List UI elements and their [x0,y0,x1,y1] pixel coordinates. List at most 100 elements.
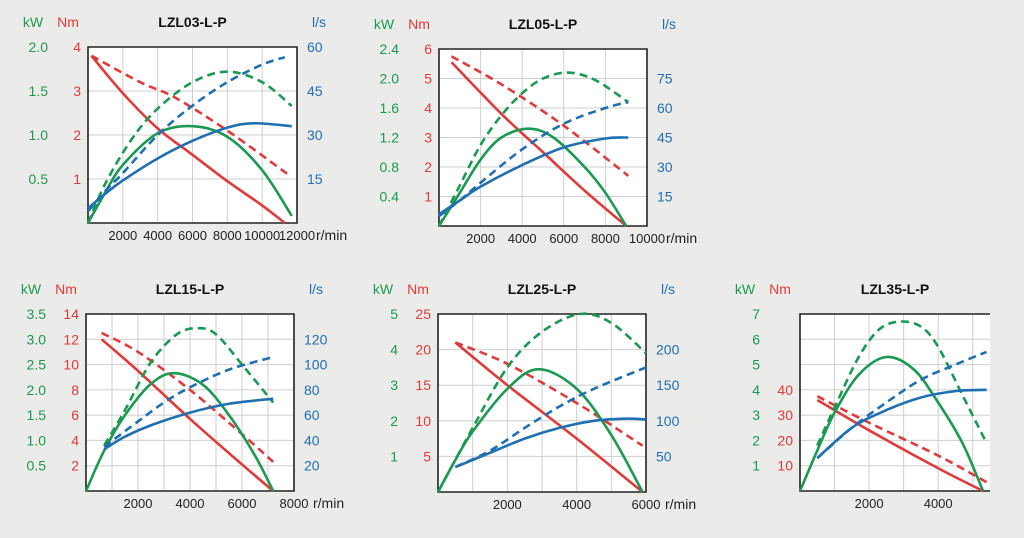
chart-title: LZL35-L-P [861,281,929,297]
tick-label-kw: 1 [390,448,398,464]
tick-label-kw: 6 [752,331,760,347]
tick-label-kw: 1.5 [27,407,47,423]
tick-label-ls: 120 [304,331,328,347]
series-nm-solid [450,61,628,227]
tick-label-ls: 60 [304,407,320,423]
axis-label-kw: kW [735,281,756,297]
tick-label-nm: 10 [777,458,793,474]
x-unit-label: r/min [666,230,697,246]
tick-label-nm: 1 [73,171,81,187]
tick-label-x: 2000 [124,496,153,511]
axis-label-kw: kW [373,281,394,297]
tick-label-x: 6000 [549,231,578,246]
series-nm-dashed [816,395,988,484]
plot-frame [437,313,647,493]
chart-title: LZL15-L-P [156,281,224,297]
tick-label-x: 4000 [924,496,953,511]
series-ls-solid [87,121,292,210]
tick-label-kw: 3 [752,407,760,423]
axis-label-ls: l/s [309,281,323,297]
tick-label-nm: 12 [63,331,79,347]
series-nm-dashed [100,331,275,463]
tick-label-ls: 45 [307,83,323,99]
tick-label-x: 12000 [279,228,315,243]
tick-label-kw: 2.0 [27,382,47,398]
tick-label-nm: 5 [423,448,431,464]
tick-label-x: 8000 [591,231,620,246]
tick-label-ls: 15 [307,171,323,187]
tick-label-nm: 1 [424,189,432,205]
series-kw-solid [84,371,275,492]
tick-label-ls: 45 [657,130,673,146]
tick-label-x: 2000 [855,496,884,511]
series-nm-solid [816,398,984,493]
series-nm-dashed [450,55,630,177]
tick-label-kw: 3.5 [27,306,47,322]
tick-label-nm: 2 [71,458,79,474]
tick-label-kw: 4 [752,382,760,398]
tick-label-x: 6000 [632,497,661,512]
tick-label-kw: 3.0 [27,331,47,347]
chart-lzl35-l-p: kW Nm LZL35-L-P 1 2 3 4 5 6 7 10 20 30 40 2000 4000 [735,281,990,511]
tick-label-ls: 15 [657,189,673,205]
tick-label-nm: 15 [415,377,431,393]
tick-label-x: 4000 [176,496,205,511]
tick-label-ls: 100 [304,357,328,373]
tick-label-x: 2000 [493,497,522,512]
tick-label-ls: 80 [304,382,320,398]
tick-label-nm: 20 [415,342,431,358]
tick-label-nm: 4 [73,39,81,55]
series-nm-solid [100,338,275,492]
axis-label-ls: l/s [662,16,676,32]
series-nm-dashed [90,54,290,176]
plot-frame [799,313,990,492]
series-nm-solid [90,54,286,225]
tick-label-kw: 0.5 [27,458,47,474]
axis-label-nm: Nm [408,16,430,32]
series-kw-solid [798,355,985,492]
tick-label-kw: 0.5 [29,171,49,187]
x-unit-label: r/min [665,496,696,512]
tick-label-x: 6000 [228,496,257,511]
tick-label-kw: 3 [390,377,398,393]
tick-label-nm: 8 [71,382,79,398]
tick-label-x: 4000 [508,231,537,246]
tick-label-nm: 25 [415,306,431,322]
axis-label-ls: l/s [312,14,326,30]
tick-label-ls: 50 [656,448,672,464]
tick-label-nm: 4 [424,100,432,116]
tick-label-nm: 3 [73,83,81,99]
tick-label-kw: 7 [752,306,760,322]
series-ls-solid [103,397,274,451]
x-unit-label: r/min [313,495,344,511]
tick-label-x: 10000 [629,231,665,246]
series-kw-dashed [436,312,647,493]
tick-label-ls: 200 [656,342,680,358]
tick-label-kw: 2 [752,432,760,448]
tick-label-kw: 5 [752,357,760,373]
tick-label-kw: 0.8 [380,159,400,175]
tick-label-kw: 1.2 [380,130,400,146]
tick-label-ls: 75 [657,71,673,87]
axis-label-nm: Nm [769,281,791,297]
tick-label-kw: 1.5 [29,83,49,99]
chart-title: LZL05-L-P [509,16,577,32]
series-kw-dashed [437,71,630,227]
plot-area [800,314,990,491]
tick-label-nm: 4 [71,432,79,448]
series-kw-dashed [816,320,988,447]
tick-label-ls: 100 [656,413,680,429]
axis-label-kw: kW [23,14,44,30]
tick-label-x: 4000 [143,228,172,243]
tick-label-kw: 2 [390,413,398,429]
tick-label-x: 8000 [280,496,309,511]
tick-label-kw: 1 [752,458,760,474]
tick-label-x: 10000 [244,228,280,243]
x-unit-label: r/min [316,227,347,243]
tick-label-kw: 2.0 [29,39,49,55]
series-kw-dashed [86,70,293,224]
tick-label-nm: 14 [63,306,79,322]
tick-label-kw: 2.5 [27,357,47,373]
series-kw-dashed [103,326,275,447]
